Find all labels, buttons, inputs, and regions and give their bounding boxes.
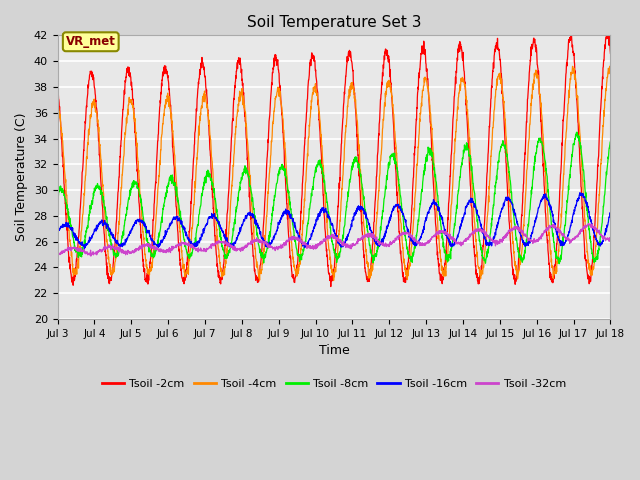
Tsoil -16cm [573,197,581,203]
Tsoil -32cm [87,253,95,259]
Line: Tsoil -2cm: Tsoil -2cm [58,28,611,287]
Tsoil -16cm [350,213,358,219]
Tsoil -8cm [558,248,566,253]
Tsoil -4cm [330,277,337,283]
Tsoil -16cm [81,246,88,252]
Tsoil -32cm [573,234,581,240]
Tsoil -4cm [573,93,581,98]
Tsoil -32cm [362,233,370,239]
Tsoil -2cm [495,48,502,53]
Line: Tsoil -8cm: Tsoil -8cm [58,132,611,264]
Tsoil -2cm [607,50,614,56]
Tsoil -4cm [495,73,502,79]
Tsoil -32cm [607,236,614,241]
Tsoil -4cm [350,89,358,95]
Legend: Tsoil -2cm, Tsoil -4cm, Tsoil -8cm, Tsoil -16cm, Tsoil -32cm: Tsoil -2cm, Tsoil -4cm, Tsoil -8cm, Tsoi… [97,374,571,393]
Tsoil -4cm [362,247,370,253]
Tsoil -2cm [54,80,61,85]
Line: Tsoil -16cm: Tsoil -16cm [58,192,611,249]
Tsoil -4cm [208,155,216,161]
Tsoil -16cm [558,242,566,248]
Tsoil -16cm [495,216,502,222]
X-axis label: Time: Time [319,344,349,357]
Line: Tsoil -32cm: Tsoil -32cm [58,224,611,256]
Title: Soil Temperature Set 3: Soil Temperature Set 3 [247,15,421,30]
Tsoil -2cm [327,284,335,289]
Tsoil -2cm [362,272,370,278]
Tsoil -32cm [495,240,502,246]
Tsoil -2cm [558,147,566,153]
Y-axis label: Soil Temperature (C): Soil Temperature (C) [15,113,28,241]
Tsoil -8cm [573,129,580,135]
Tsoil -16cm [576,190,584,195]
Tsoil -8cm [54,192,61,198]
Tsoil -16cm [362,211,370,217]
Tsoil -16cm [208,213,216,218]
Tsoil -8cm [208,177,216,183]
Tsoil -32cm [54,252,61,258]
Tsoil -8cm [350,160,358,166]
Tsoil -8cm [573,132,581,138]
Tsoil -8cm [362,213,370,218]
Tsoil -4cm [54,101,61,107]
Tsoil -2cm [573,102,581,108]
Tsoil -16cm [607,211,614,216]
Tsoil -32cm [584,221,592,227]
Text: VR_met: VR_met [66,35,116,48]
Tsoil -8cm [607,139,614,144]
Tsoil -8cm [495,158,502,164]
Tsoil -8cm [556,261,563,266]
Tsoil -2cm [604,25,611,31]
Tsoil -2cm [350,85,358,91]
Tsoil -16cm [54,229,61,235]
Tsoil -32cm [208,242,216,248]
Tsoil -32cm [350,241,358,247]
Tsoil -4cm [607,63,614,69]
Tsoil -4cm [558,204,566,210]
Tsoil -2cm [208,182,216,188]
Tsoil -32cm [558,231,566,237]
Line: Tsoil -4cm: Tsoil -4cm [58,66,611,280]
